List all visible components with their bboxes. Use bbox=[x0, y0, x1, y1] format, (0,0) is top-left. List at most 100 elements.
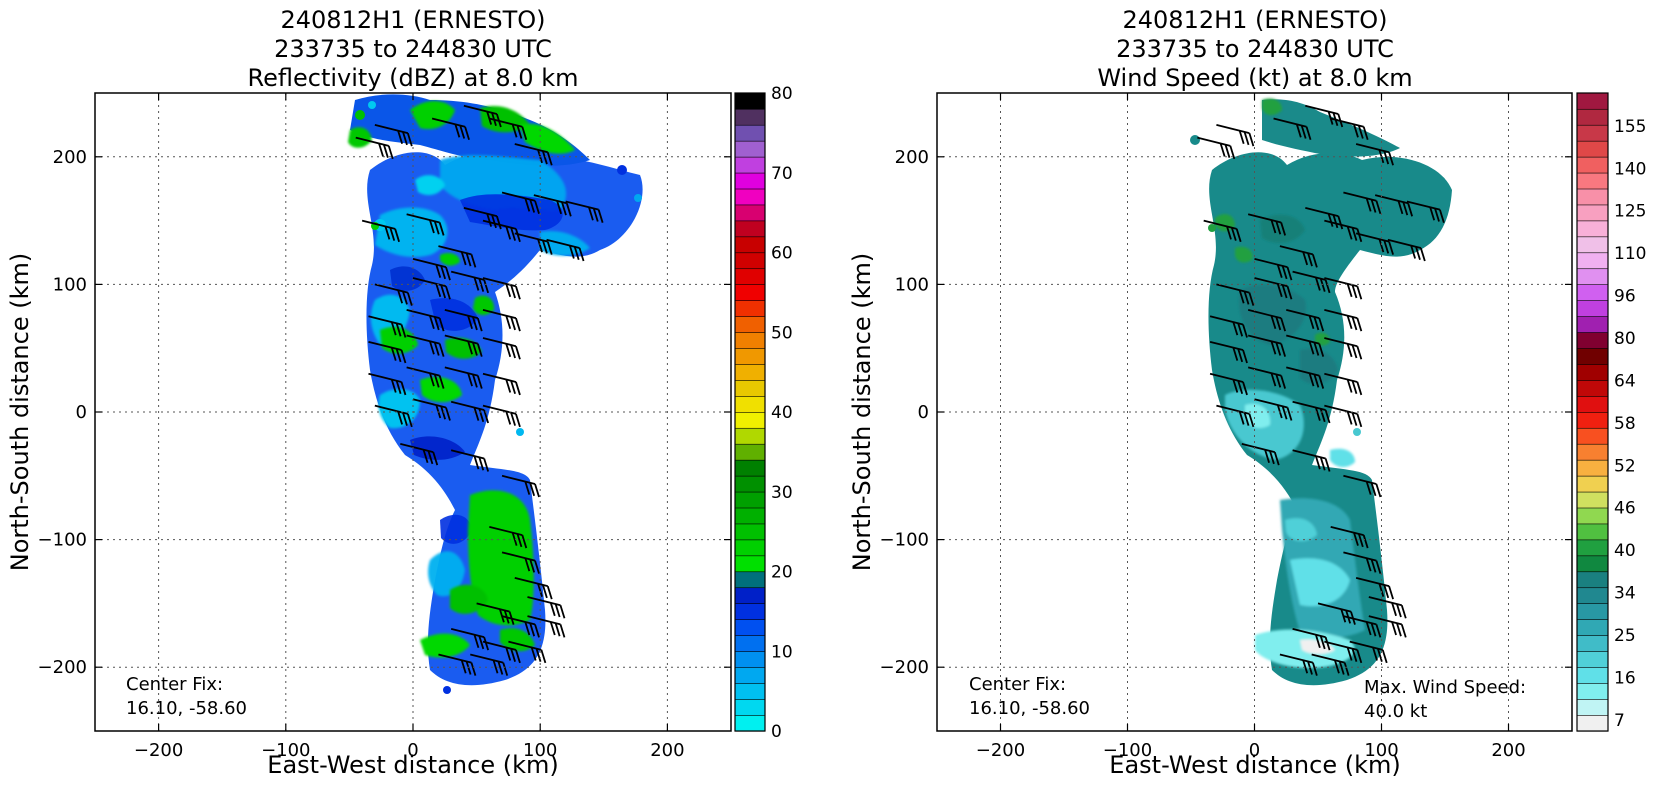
colorbar-swatch bbox=[1576, 587, 1609, 605]
colorbar-swatch bbox=[734, 475, 766, 493]
wind-barb-feather bbox=[534, 560, 540, 574]
wind-barb-feather bbox=[1242, 349, 1248, 364]
wind-barb-feather bbox=[402, 412, 408, 426]
wind-barb-feather bbox=[1346, 283, 1353, 298]
wind-barb-feather bbox=[440, 265, 446, 280]
wind-barb-feather bbox=[505, 379, 512, 393]
colorbar-tick-label: 96 bbox=[1614, 287, 1636, 307]
wind-barb-shaft bbox=[476, 602, 510, 613]
colorbar-swatch bbox=[1576, 92, 1609, 110]
wind-barb-feather bbox=[1375, 200, 1382, 215]
wind-barb-feather bbox=[1351, 412, 1358, 426]
wind-barb-shaft bbox=[438, 245, 472, 256]
wind-barb-feather bbox=[1243, 291, 1250, 305]
wind-barb-shaft bbox=[482, 372, 517, 383]
wind-barb-feather bbox=[394, 228, 400, 243]
wind-barb-feather bbox=[1237, 323, 1244, 337]
colorbar-frame bbox=[1576, 92, 1609, 732]
wind-barb-shaft bbox=[514, 577, 548, 587]
wind-barb-feather bbox=[1270, 340, 1277, 355]
wind-barb-feather bbox=[435, 264, 442, 278]
wind-barb-feather bbox=[1402, 201, 1409, 216]
wind-barb-shaft bbox=[1292, 628, 1326, 639]
colorbar-swatch bbox=[1576, 555, 1609, 573]
wind-barb-shaft bbox=[1343, 615, 1377, 626]
wind-barb-feather bbox=[1351, 380, 1358, 395]
wind-barb-feather bbox=[1238, 411, 1245, 425]
wind-barb-feather bbox=[476, 317, 483, 332]
wind-barb-feather bbox=[1346, 411, 1353, 425]
wind-barb-feather bbox=[510, 227, 516, 241]
colorbar-swatch bbox=[1576, 124, 1609, 142]
reflectivity-wind-barbs bbox=[355, 104, 604, 676]
wind-barb-feather bbox=[1383, 150, 1390, 165]
wind-barb-shaft bbox=[463, 104, 498, 115]
panel1-title-line2: 233735 to 244830 UTC bbox=[274, 35, 552, 63]
wind-barb-shaft bbox=[1343, 191, 1377, 202]
colorbar-swatch bbox=[734, 666, 766, 684]
colorbar-swatch bbox=[734, 571, 766, 589]
y-tick-label: 0 bbox=[918, 402, 929, 423]
wind-barb-feather bbox=[497, 661, 504, 675]
colorbar-tick-label: 58 bbox=[1614, 414, 1636, 434]
wind-barb-feather bbox=[1372, 647, 1378, 661]
colorbar-swatch bbox=[1576, 507, 1609, 525]
colorbar-swatch bbox=[734, 587, 766, 605]
wind-barb-feather bbox=[1356, 413, 1363, 428]
colorbar-swatch bbox=[1576, 300, 1609, 317]
wind-barb-feather bbox=[597, 209, 604, 223]
wind-barb-shaft bbox=[444, 366, 479, 377]
colorbar-swatch bbox=[734, 140, 766, 158]
wind-barb-feather bbox=[1281, 284, 1288, 299]
wind-barb-shaft bbox=[501, 474, 536, 485]
wind-barb-feather bbox=[1269, 450, 1275, 465]
wind-barb-feather bbox=[1337, 215, 1344, 230]
wind-barb-feather bbox=[1439, 209, 1445, 223]
wind-barb-feather bbox=[1248, 413, 1255, 428]
wind-barb-feather bbox=[1295, 124, 1302, 138]
wind-barb-shaft bbox=[1324, 309, 1358, 320]
colorbar-swatch bbox=[1576, 475, 1609, 493]
colorbar-swatch bbox=[1576, 108, 1609, 126]
wind-barb-shaft bbox=[501, 551, 536, 562]
wind-barb-feather bbox=[378, 143, 384, 157]
wind-barb-shaft bbox=[1343, 474, 1377, 485]
wind-barb-feather bbox=[464, 126, 470, 141]
wind-barb-feather bbox=[478, 457, 485, 471]
wind-barb-feather bbox=[460, 659, 467, 674]
wind-barb-feather bbox=[1275, 374, 1282, 388]
wind-barb-shaft bbox=[489, 117, 523, 128]
colorbar-swatch bbox=[734, 443, 766, 461]
wind-barb-feather bbox=[390, 321, 397, 336]
x-tick-label: 100 bbox=[523, 740, 557, 761]
wind-barb-feather bbox=[445, 285, 451, 300]
wind-barb-shaft bbox=[1324, 372, 1358, 383]
wind-barb-feather bbox=[1315, 407, 1321, 421]
wind-barb-feather bbox=[402, 291, 408, 305]
colorbar-swatch bbox=[734, 634, 766, 652]
wind-barb-shaft bbox=[1317, 602, 1352, 613]
wind-barb-feather bbox=[383, 144, 389, 158]
wind-barb-feather bbox=[1324, 458, 1331, 472]
wind-barb-shaft bbox=[431, 117, 466, 128]
colorbar-swatch bbox=[734, 555, 766, 573]
wind-barb-shaft bbox=[412, 258, 447, 268]
panel2-title-line1: 240812H1 (ERNESTO) bbox=[1122, 6, 1387, 34]
wind-barb-feather bbox=[1275, 342, 1282, 356]
wind-barb-feather bbox=[554, 603, 561, 618]
colorbar-swatch bbox=[1576, 682, 1609, 700]
wind-barb-feather bbox=[1232, 347, 1239, 361]
wind-barb-feather bbox=[1264, 449, 1270, 463]
wind-barb-feather bbox=[467, 372, 473, 387]
wind-barb-feather bbox=[422, 449, 429, 463]
wind-barb-feather bbox=[549, 621, 556, 636]
wind-barb-shaft bbox=[470, 653, 504, 664]
x-tick-label: 200 bbox=[1491, 740, 1525, 761]
wind-barb-feather bbox=[1356, 317, 1363, 332]
panel1-ticks: −200 −100 0 100 200 −200 −100 0 100 200 bbox=[38, 93, 731, 761]
wind-barb-shaft bbox=[1254, 277, 1288, 288]
wind-barb-feather bbox=[1365, 621, 1372, 636]
wind-barb-feather bbox=[565, 203, 572, 217]
wind-barb-shaft bbox=[1254, 258, 1288, 268]
wind-barb-feather bbox=[1308, 315, 1315, 329]
